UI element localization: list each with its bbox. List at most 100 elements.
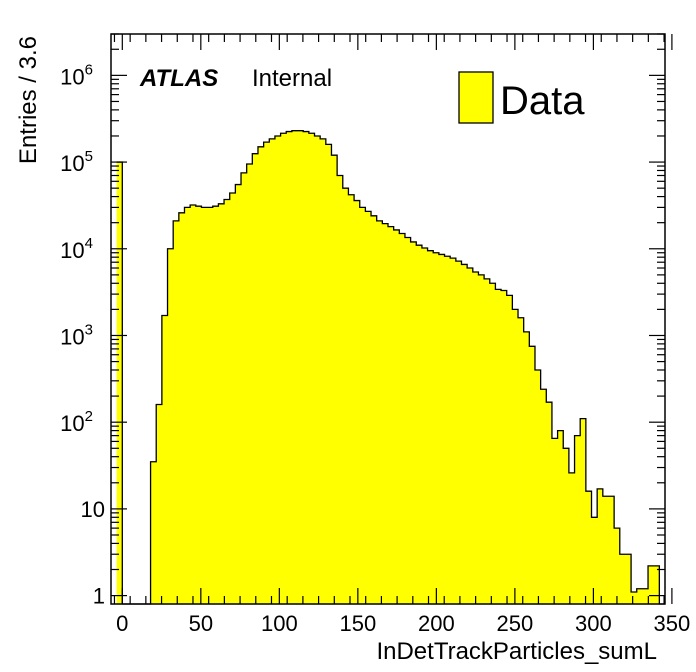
y-tick-label: 103 [60, 321, 93, 349]
histogram-bar [625, 554, 632, 604]
histogram-bar [608, 496, 615, 604]
histogram-bar [529, 346, 536, 604]
y-tick-base: 10 [60, 324, 84, 349]
histogram-bar [252, 153, 259, 604]
histogram-bar [636, 588, 643, 604]
x-tick-label: 300 [575, 611, 612, 636]
histogram-bar [274, 135, 281, 604]
histogram-bar [568, 472, 575, 604]
histogram-bar [512, 309, 519, 604]
histogram-bar [619, 554, 626, 604]
y-tick-base: 10 [60, 238, 84, 263]
histogram-bar [404, 237, 411, 604]
histogram-bar [269, 138, 276, 604]
histogram-bar [642, 588, 649, 604]
x-tick-label: 150 [339, 611, 376, 636]
histogram-bar [501, 290, 508, 604]
histogram-bar [653, 565, 660, 604]
y-tick-label: 1 [93, 584, 105, 609]
histogram-bar [365, 211, 372, 605]
histogram-bar [116, 162, 123, 604]
histogram-bar [314, 135, 321, 604]
histogram-bar [246, 164, 253, 605]
histogram-bar [303, 131, 310, 604]
histogram-bar [354, 200, 361, 604]
histogram-bar [551, 438, 558, 604]
histogram-bar [399, 233, 406, 604]
histogram-bar [348, 194, 355, 605]
histogram-bar [286, 131, 293, 604]
histogram-bar [461, 264, 468, 604]
histogram-bar [523, 331, 530, 604]
histogram-bar [331, 155, 338, 604]
histogram-bar [173, 220, 180, 604]
histogram-bar [597, 488, 604, 604]
histogram-bar [320, 138, 327, 604]
legend-swatch-data [458, 71, 494, 124]
y-tick-label: 10 [81, 497, 105, 522]
histogram-bar [438, 254, 445, 604]
histogram-bar [614, 528, 621, 604]
histogram-bar [184, 207, 191, 604]
status-label: Internal [252, 65, 332, 92]
histogram-bar [591, 517, 598, 604]
histogram-bar [201, 207, 208, 604]
histogram-bar [410, 241, 417, 604]
experiment-label: ATLAS [139, 65, 218, 92]
histogram-bar [218, 203, 225, 605]
y-tick-base: 10 [60, 411, 84, 436]
histogram-bar [557, 430, 564, 604]
y-tick-label: 104 [60, 235, 93, 263]
histogram-bar [631, 592, 638, 604]
histogram-bar [546, 402, 553, 604]
histogram-bar [178, 212, 185, 604]
histogram-bar [297, 130, 304, 604]
x-tick-label: 0 [116, 611, 128, 636]
histogram-bar [534, 369, 541, 604]
histogram-bar [156, 404, 163, 604]
histogram-bar [382, 223, 389, 604]
y-tick-label: 106 [60, 61, 93, 89]
y-tick-label: 105 [60, 148, 93, 176]
histogram-bars [116, 130, 660, 605]
histogram-bar [291, 130, 298, 604]
y-tick-exponent: 3 [85, 321, 93, 338]
histogram-bar [388, 226, 394, 604]
histogram-bar [150, 461, 157, 604]
histogram-bar [257, 146, 264, 604]
histogram-bar [472, 271, 479, 604]
y-tick-exponent: 5 [85, 148, 93, 165]
histogram-bar [444, 256, 451, 604]
histogram-bar [648, 565, 654, 604]
histogram-bar [478, 274, 485, 604]
histogram-bar [518, 317, 524, 604]
histogram-bar [212, 206, 219, 604]
y-tick-base: 10 [60, 151, 84, 176]
histogram-bar [393, 229, 400, 604]
histogram-bar [207, 207, 214, 604]
histogram-bar [416, 245, 423, 604]
plot-frame [110, 33, 666, 605]
histogram-bar [280, 133, 287, 604]
histogram-bar [161, 315, 168, 604]
histogram-bar [495, 289, 502, 604]
histogram-bar [585, 491, 592, 604]
histogram-bar [602, 496, 609, 604]
histogram-bar [229, 192, 236, 604]
x-tick-label: 200 [418, 611, 455, 636]
histogram-bar [235, 184, 242, 605]
histogram-bar [574, 435, 581, 604]
histogram-bar [376, 220, 383, 604]
histogram-bar [342, 188, 349, 604]
histogram-bar [467, 268, 474, 604]
x-axis-title: InDetTrackParticles_sumL [376, 638, 657, 665]
x-tick-label: 250 [497, 611, 534, 636]
histogram-bar [421, 248, 428, 605]
legend-label-data: Data [500, 79, 585, 123]
histogram-bar [506, 295, 513, 604]
y-tick-exponent: 2 [85, 408, 93, 425]
histogram-bar [450, 258, 457, 604]
histogram-outline [116, 130, 665, 605]
